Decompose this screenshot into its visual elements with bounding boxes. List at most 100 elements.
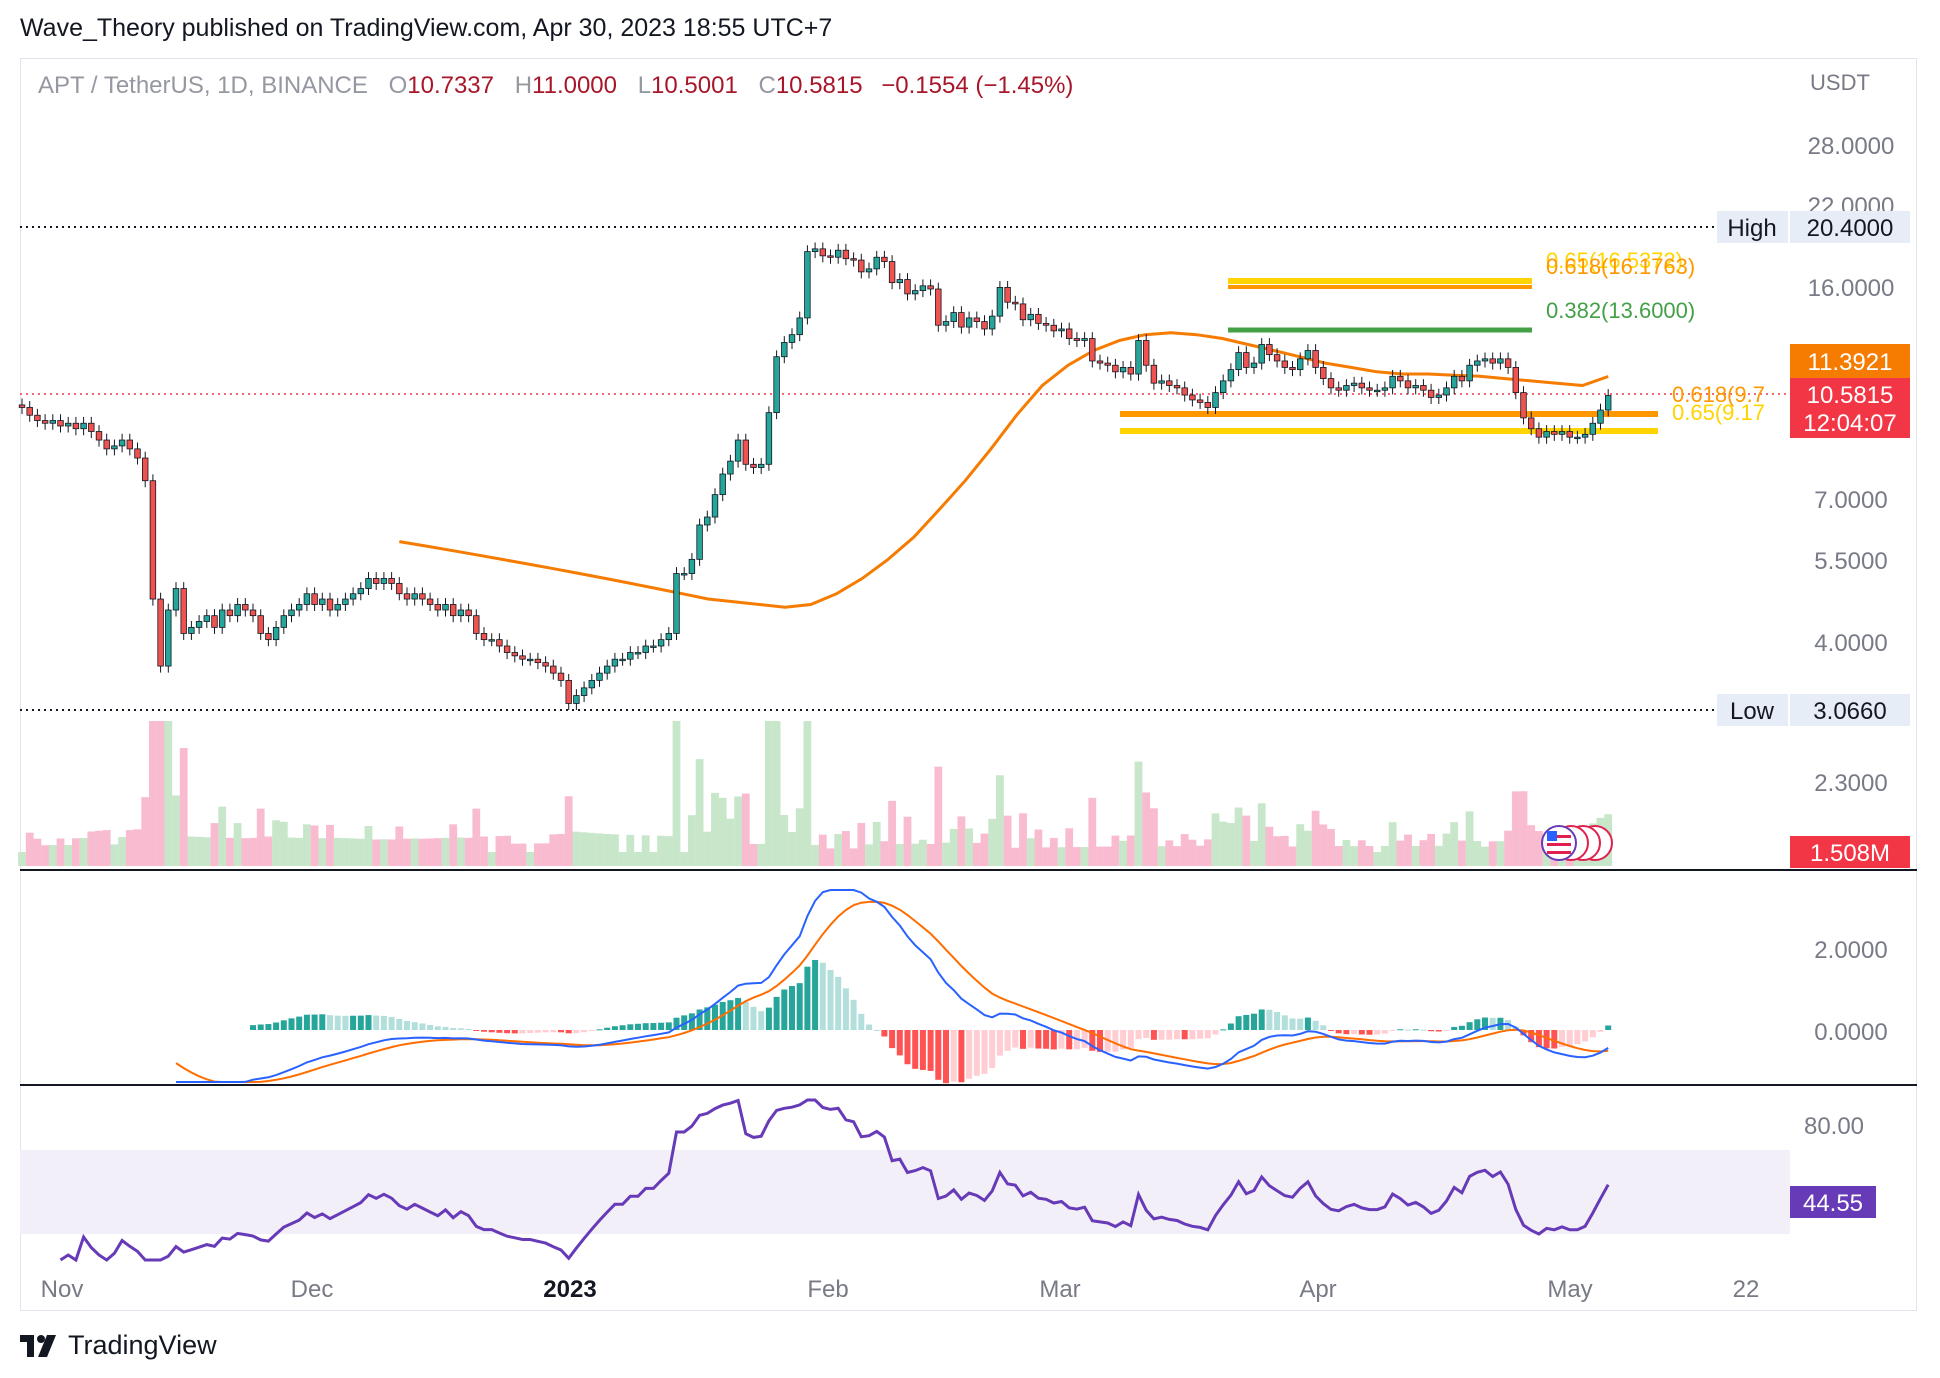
volume-bar <box>418 838 427 866</box>
macd-histogram-bar <box>650 1023 657 1030</box>
volume-bar <box>333 837 342 866</box>
macd-histogram-bar <box>835 976 842 1030</box>
candle <box>519 649 526 666</box>
macd-histogram-bar <box>1097 1030 1103 1052</box>
events-badge[interactable] <box>1541 825 1613 861</box>
candle <box>681 567 688 581</box>
macd-histogram-bar <box>973 1030 980 1076</box>
candle-body <box>211 615 218 628</box>
candle <box>619 652 626 666</box>
candle <box>1404 374 1412 395</box>
candle-body <box>1512 367 1519 394</box>
candle <box>380 572 388 590</box>
macd-histogram-bar <box>1166 1030 1173 1040</box>
candle-body <box>26 407 33 416</box>
volume-bar <box>1319 824 1328 866</box>
macd-histogram-bar <box>1458 1025 1465 1030</box>
candle-body <box>57 420 64 427</box>
macd-histogram-bar <box>573 1030 580 1034</box>
macd-histogram-bar <box>850 999 857 1030</box>
macd-histogram-bar <box>350 1015 357 1030</box>
volume-bar <box>1419 840 1428 866</box>
macd-histogram-bar <box>527 1030 534 1034</box>
volume-bar <box>441 837 450 866</box>
volume-bar <box>64 845 73 866</box>
macd-histogram-bar <box>866 1024 872 1030</box>
price-tick: 2.3000 <box>1814 770 1887 797</box>
volume-bar <box>249 837 257 866</box>
macd-histogram-bar <box>542 1030 549 1033</box>
candle-body <box>765 412 773 465</box>
volume-bar <box>911 843 920 866</box>
candle-body <box>819 248 826 257</box>
candle <box>989 309 996 336</box>
candle <box>958 306 965 334</box>
brand-name: TradingView <box>68 1330 217 1360</box>
candle-body <box>611 658 619 667</box>
candle <box>673 567 680 640</box>
volume-bar <box>341 838 350 866</box>
candle-body <box>1050 324 1057 332</box>
candle <box>1381 381 1389 397</box>
macd-histogram-bar <box>1528 1030 1535 1043</box>
candle-body <box>1366 387 1373 391</box>
macd-histogram-bar <box>550 1030 557 1033</box>
x-tick: Apr <box>1299 1276 1336 1303</box>
candle-body <box>1004 286 1011 303</box>
candle-body <box>357 588 364 595</box>
candle <box>550 659 557 680</box>
macd-histogram-bar <box>311 1014 318 1030</box>
candle-body <box>403 593 411 600</box>
candle <box>88 416 95 439</box>
macd-histogram-bar <box>604 1027 611 1030</box>
candle-body <box>989 315 996 330</box>
candle-body <box>711 494 719 518</box>
volume-bar <box>272 820 280 866</box>
volume-bar <box>1211 813 1220 866</box>
candle-body <box>1474 360 1481 366</box>
low-label: L <box>637 72 652 99</box>
candle-body <box>1058 328 1065 332</box>
macd-histogram-bar <box>1451 1026 1458 1030</box>
candle-body <box>788 334 796 343</box>
volume-bar <box>387 839 396 866</box>
macd-histogram-bar <box>1212 1030 1219 1035</box>
candle-body <box>34 414 41 421</box>
candle-body <box>1343 385 1350 391</box>
candle <box>1127 361 1134 381</box>
volume-bar <box>734 796 742 866</box>
macd-histogram-bar <box>296 1016 303 1030</box>
macd-histogram-bar <box>1474 1019 1481 1030</box>
candle <box>388 572 395 590</box>
candle <box>842 243 850 266</box>
candle <box>1312 344 1319 374</box>
macd-histogram-bar <box>1412 1029 1419 1031</box>
symbol-label[interactable]: APT / TetherUS, 1D, BINANCE <box>38 72 368 99</box>
macd-histogram-bar <box>1243 1014 1250 1030</box>
macd-histogram-bar <box>1189 1030 1196 1040</box>
candle <box>1435 388 1442 404</box>
volume-bar <box>141 797 150 866</box>
candle <box>1235 346 1242 377</box>
candle-body <box>1027 313 1034 321</box>
volume-bar <box>1527 825 1536 866</box>
candle-body <box>896 279 903 284</box>
candle-body <box>503 645 511 653</box>
tradingview-brand[interactable]: TradingView <box>20 1330 217 1361</box>
candle-body <box>835 249 842 258</box>
volume-bar <box>788 832 796 866</box>
volume-bar <box>857 822 866 866</box>
candle <box>819 242 826 263</box>
rsi-value: 44.55 <box>1803 1190 1863 1217</box>
candle-body <box>280 615 287 628</box>
candle-body <box>727 460 734 475</box>
volume-bar <box>1373 852 1382 866</box>
candle <box>1297 352 1304 377</box>
candle-body <box>1181 387 1188 396</box>
high-tag-label: High <box>1727 215 1776 242</box>
candle <box>434 598 441 617</box>
volume-bar <box>1488 841 1497 866</box>
volume-bar <box>811 844 819 866</box>
volume-bar <box>1157 846 1166 866</box>
